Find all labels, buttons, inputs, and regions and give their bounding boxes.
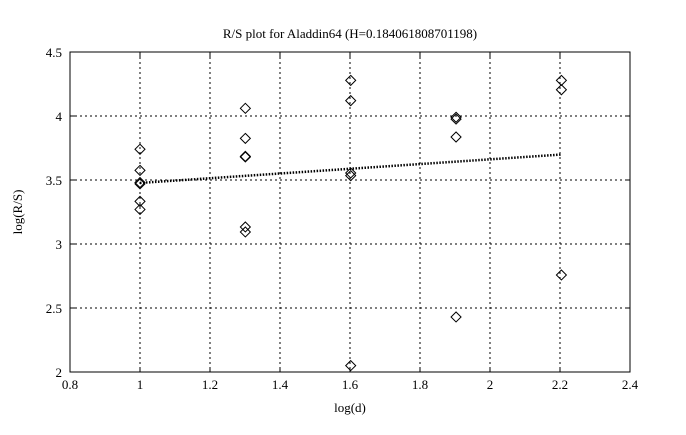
data-point-diamond: [344, 94, 357, 107]
y-tick-label: 3: [56, 237, 63, 252]
data-point-diamond: [239, 102, 252, 115]
data-point-diamond: [134, 176, 146, 189]
data-point-diamond: [450, 131, 462, 143]
data-point-diamond: [344, 169, 357, 182]
data-point-diamond: [239, 226, 252, 238]
data-marks: [134, 74, 568, 372]
x-tick-label: 1.2: [202, 377, 218, 392]
x-tick-label: 0.8: [62, 377, 78, 392]
x-tick-label: 1: [137, 377, 144, 392]
x-tick-label: 1.6: [342, 377, 359, 392]
y-tick-label: 3.5: [46, 173, 62, 188]
x-tick-label: 2: [487, 377, 494, 392]
x-tick-label: 2.2: [552, 377, 568, 392]
data-point-diamond: [555, 74, 568, 87]
data-point-diamond: [239, 151, 252, 163]
data-point-diamond: [239, 221, 252, 233]
data-point-diamond: [239, 132, 252, 145]
y-tick-label: 2.5: [46, 301, 62, 316]
data-point-diamond: [344, 359, 357, 372]
x-tick-label: 2.4: [622, 377, 639, 392]
chart-title: R/S plot for Aladdin64 (H=0.184061808701…: [223, 26, 477, 41]
y-tick-label: 2: [56, 365, 63, 380]
x-tick-label: 1.8: [412, 377, 428, 392]
data-point-diamond: [344, 167, 357, 179]
y-tick-label: 4.5: [46, 45, 62, 60]
data-point-diamond: [239, 150, 252, 163]
axis-ticks: 0.8 1 1.2 1.4 1.6 1.8 2 2.2 2.4 2 2.5 3 3.5 4 4.5: [46, 45, 639, 392]
data-point-diamond: [555, 84, 568, 96]
data-point-diamond: [134, 195, 146, 208]
data-point-diamond: [134, 203, 146, 216]
data-point-diamond: [450, 113, 462, 125]
data-point-diamond: [450, 111, 462, 123]
grid: [70, 52, 630, 372]
data-point-diamond: [134, 143, 146, 155]
y-tick-label: 4: [56, 109, 63, 124]
fit-line: [139, 153, 562, 185]
data-point-diamond: [555, 269, 568, 281]
data-point-diamond: [134, 164, 146, 177]
x-axis-label: log(d): [334, 400, 366, 415]
data-point-diamond: [344, 74, 357, 87]
x-tick-label: 1.4: [272, 377, 289, 392]
data-point-diamond: [450, 311, 462, 323]
y-axis-label: log(R/S): [10, 190, 25, 235]
